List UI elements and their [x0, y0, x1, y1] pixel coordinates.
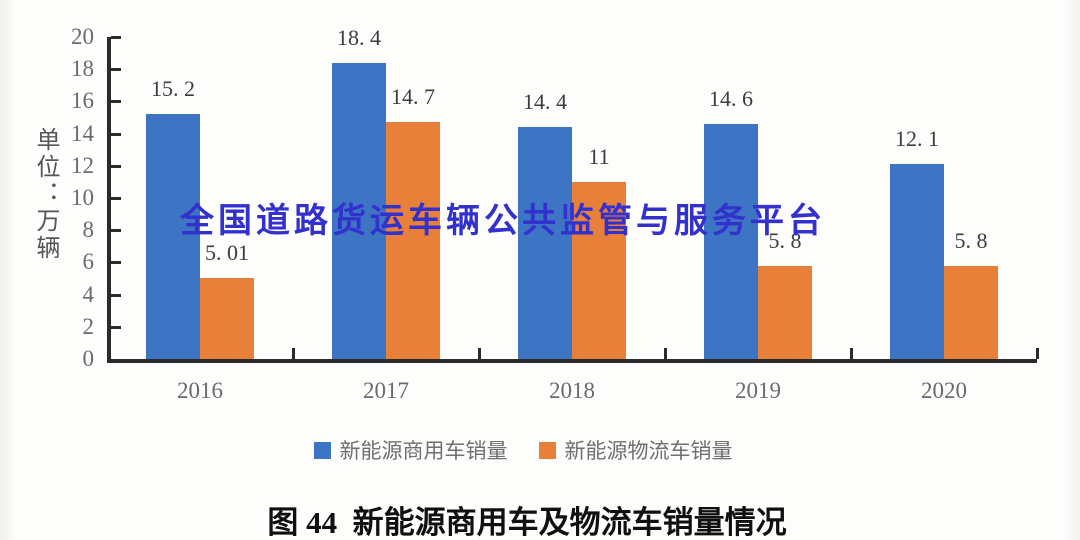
legend-label-commercial: 新能源商用车销量 — [339, 439, 508, 463]
bar-logistics-2019 — [758, 266, 812, 359]
bar-value-label: 14. 6 — [709, 86, 753, 111]
y-axis-tick-label: 6 — [82, 249, 95, 275]
y-axis-tick-label: 10 — [71, 185, 94, 210]
y-axis-tick — [111, 132, 121, 136]
bar-logistics-2018 — [572, 182, 626, 359]
bar-commercial-2017 — [332, 63, 386, 359]
y-axis-tick — [111, 197, 121, 200]
y-axis-tick-label: 12 — [71, 152, 94, 178]
bar-value-label: 15. 2 — [151, 76, 195, 101]
x-axis-category-label: 2017 — [363, 378, 409, 403]
bar-logistics-2016 — [200, 278, 254, 359]
y-axis-unit-label: 单位：万辆 — [32, 127, 58, 262]
y-axis-tick-label: 20 — [71, 24, 94, 49]
y-axis-tick-label: 4 — [82, 281, 95, 307]
x-axis-category-label: 2016 — [177, 378, 223, 403]
x-axis-line — [107, 359, 1037, 363]
x-axis-tick — [478, 348, 481, 359]
bar-value-label: 18. 4 — [337, 25, 381, 50]
watermark-text: 全国道路货运车辆公共监管与服务平台 — [180, 202, 826, 240]
y-axis-tick — [111, 261, 121, 265]
y-axis-tick — [111, 36, 121, 39]
bar-value-label: 14. 4 — [523, 89, 567, 114]
y-axis-tick — [111, 100, 121, 104]
bar-value-label: 12. 1 — [895, 126, 939, 151]
bar-commercial-2019 — [704, 124, 758, 359]
bar-value-label: 5. 8 — [768, 228, 802, 253]
y-axis-tick — [111, 229, 121, 233]
y-axis-tick-label: 8 — [82, 217, 95, 243]
legend-label-logistics: 新能源物流车销量 — [564, 439, 733, 463]
y-axis-line — [107, 37, 111, 363]
bar-value-label: 11 — [588, 144, 610, 169]
x-axis-category-label: 2019 — [735, 378, 781, 403]
y-axis-tick — [111, 164, 121, 168]
bar-commercial-2020 — [890, 164, 944, 359]
legend-swatch-logistics-icon — [538, 441, 556, 459]
bar-commercial-2016 — [146, 114, 200, 359]
y-axis-tick — [111, 325, 121, 329]
legend-swatch-commercial-icon — [313, 441, 331, 459]
x-axis-tick — [292, 348, 295, 359]
bar-logistics-2017 — [386, 122, 440, 359]
y-axis-tick-label: 14 — [71, 120, 94, 146]
figure-caption: 图 44 新能源商用车及物流车销量情况 — [267, 505, 787, 540]
bar-value-label: 5. 01 — [205, 240, 249, 265]
bar-logistics-2020 — [944, 266, 998, 359]
y-axis-tick-label: 0 — [82, 346, 95, 371]
x-axis-tick — [1036, 348, 1039, 359]
y-axis-tick — [111, 68, 121, 72]
chart-legend: 新能源商用车销量 新能源物流车销量 — [0, 435, 1063, 465]
bar-value-label: 5. 8 — [954, 228, 988, 253]
bar-value-label: 14. 7 — [391, 84, 435, 109]
y-axis-tick-label: 2 — [82, 313, 95, 339]
x-axis-tick — [664, 348, 667, 359]
x-axis-category-label: 2018 — [549, 378, 595, 403]
bar-commercial-2018 — [518, 127, 572, 359]
y-axis-tick — [111, 293, 121, 297]
x-axis-category-label: 2020 — [921, 378, 967, 403]
y-axis-tick-label: 16 — [71, 88, 94, 114]
x-axis-tick — [850, 348, 853, 359]
y-axis-tick-label: 18 — [71, 56, 94, 82]
